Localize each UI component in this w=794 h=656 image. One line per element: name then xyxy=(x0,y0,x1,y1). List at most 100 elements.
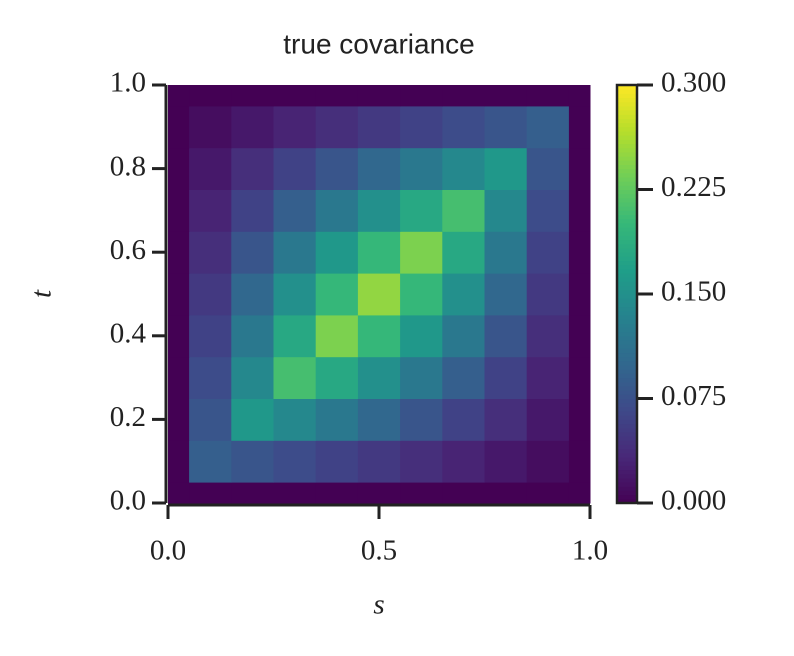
heat-cell xyxy=(357,189,401,232)
heat-cell xyxy=(357,440,401,483)
heat-cell xyxy=(315,314,359,358)
heat-cell xyxy=(315,105,359,149)
heat-cell xyxy=(526,231,570,274)
heat-cell xyxy=(400,189,443,232)
heat-cell xyxy=(400,231,443,274)
heat-cell xyxy=(442,440,485,483)
heat-cell xyxy=(168,147,190,190)
colorbar-segment xyxy=(617,373,637,379)
heat-cell xyxy=(357,273,401,316)
heat-cell xyxy=(273,482,317,504)
heat-cell xyxy=(315,189,359,232)
colorbar-segment xyxy=(617,310,637,316)
colorbar-segment xyxy=(617,105,637,111)
heat-cell xyxy=(189,273,232,316)
heat-cell xyxy=(231,231,274,274)
colorbar-segment xyxy=(617,239,637,245)
colorbar-segment xyxy=(617,256,637,262)
heat-cell xyxy=(526,440,570,483)
colorbar-segment xyxy=(617,486,637,491)
colorbar-segment xyxy=(617,151,637,157)
heat-cell xyxy=(231,105,274,149)
heat-cell xyxy=(168,482,190,504)
colorbar-segment xyxy=(617,498,637,504)
colorbar-segment xyxy=(617,377,637,383)
heat-cell xyxy=(526,189,570,232)
y-tick-label: 0.4 xyxy=(110,317,147,349)
heat-cell xyxy=(231,85,274,107)
colorbar-segment xyxy=(617,289,637,295)
colorbar-segment xyxy=(617,390,637,395)
heat-cell xyxy=(568,273,591,316)
colorbar-segment xyxy=(617,114,637,119)
colorbar-segment xyxy=(617,264,637,270)
heat-cell xyxy=(231,147,274,190)
colorbar-segment xyxy=(617,277,637,282)
heat-cell xyxy=(315,273,359,316)
colorbar-segment xyxy=(617,482,637,487)
colorbar-tick-label: 0.075 xyxy=(661,380,726,412)
colorbar-segment xyxy=(617,147,637,153)
colorbar-segment xyxy=(617,218,637,224)
heat-cell xyxy=(568,105,591,149)
x-axis-label: s xyxy=(373,589,384,621)
colorbar-segment xyxy=(617,365,637,370)
colorbar-segment xyxy=(617,360,637,366)
colorbar-segment xyxy=(617,231,637,236)
heat-cell xyxy=(273,314,317,358)
colorbar-segment xyxy=(617,139,637,145)
colorbar-segment xyxy=(617,419,637,425)
colorbar-segment xyxy=(617,101,637,107)
colorbar-segment xyxy=(617,406,637,412)
colorbar-segment xyxy=(617,206,637,211)
heat-cell xyxy=(526,356,570,399)
colorbar-segment xyxy=(617,394,637,399)
heat-cell xyxy=(315,440,359,483)
heat-cell xyxy=(568,440,591,483)
heat-cell xyxy=(315,398,359,441)
heat-cell xyxy=(357,356,401,399)
colorbar-segment xyxy=(617,189,637,195)
chart-title: true covariance xyxy=(283,28,474,59)
heat-cell xyxy=(484,189,528,232)
heat-cell xyxy=(168,231,190,274)
heat-cell xyxy=(400,105,443,149)
heat-cell xyxy=(442,105,485,149)
heat-cell xyxy=(357,314,401,358)
heat-cell xyxy=(315,231,359,274)
heat-cell xyxy=(168,356,190,399)
colorbar-segment xyxy=(617,185,637,190)
y-tick-label: 0.8 xyxy=(110,150,146,182)
colorbar-segment xyxy=(617,314,637,320)
heat-cell xyxy=(526,105,570,149)
heat-cell xyxy=(484,105,528,149)
colorbar-segment xyxy=(617,172,637,178)
colorbar-segment xyxy=(617,298,637,303)
heat-cell xyxy=(568,314,591,358)
heat-cell xyxy=(568,482,591,504)
colorbar-segment xyxy=(617,248,637,253)
heat-cell xyxy=(231,314,274,358)
colorbar-segment xyxy=(617,181,637,186)
heat-cell xyxy=(526,85,570,107)
heat-cell xyxy=(231,482,274,504)
heat-cell xyxy=(442,273,485,316)
heat-cell xyxy=(484,231,528,274)
heat-cell xyxy=(273,105,317,149)
heat-cell xyxy=(189,85,232,107)
colorbar-segment xyxy=(617,164,637,170)
heat-cell xyxy=(484,147,528,190)
colorbar-segment xyxy=(617,243,637,249)
colorbar-segment xyxy=(617,344,637,349)
heat-cell xyxy=(400,147,443,190)
heat-cell xyxy=(442,356,485,399)
colorbar-segment xyxy=(617,356,637,362)
colorbar-segment xyxy=(617,327,637,333)
colorbar-segment xyxy=(617,440,637,445)
colorbar-segment xyxy=(617,285,637,291)
colorbar-segment xyxy=(617,143,637,149)
colorbar-segment xyxy=(617,130,637,136)
heat-cell xyxy=(357,105,401,149)
heatmap xyxy=(168,85,591,504)
